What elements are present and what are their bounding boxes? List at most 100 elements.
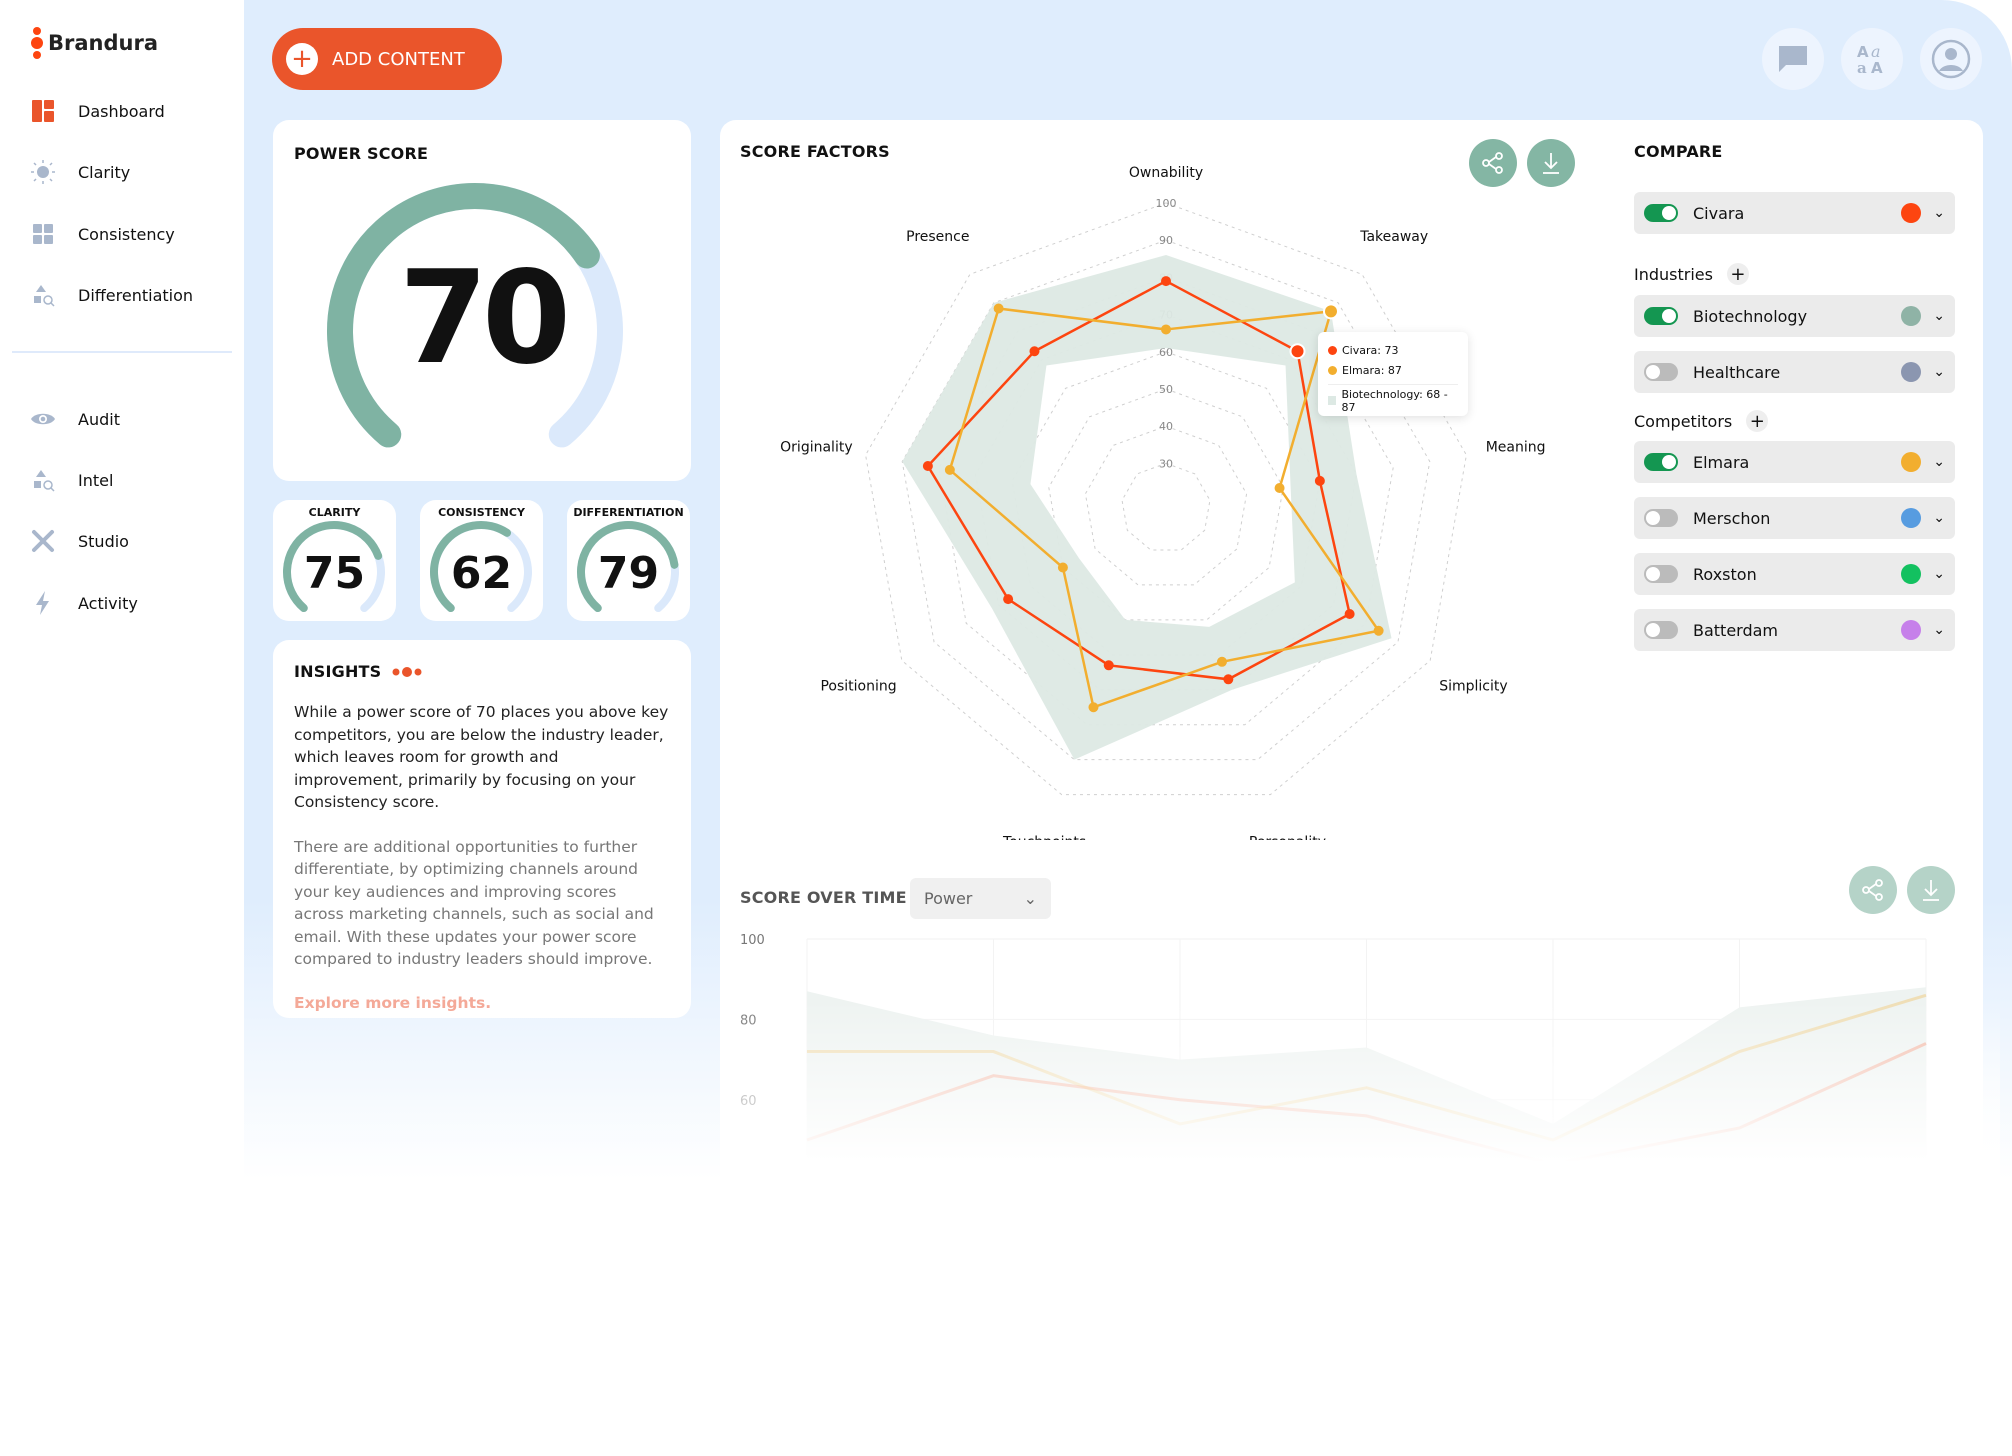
visibility-toggle[interactable] <box>1644 363 1678 381</box>
metric-select[interactable]: Power ⌄ <box>910 878 1051 919</box>
lightning-icon <box>36 591 49 615</box>
sub-score-gauge <box>577 521 679 613</box>
sidebar-item-studio[interactable]: Studio <box>30 521 129 561</box>
color-swatch[interactable] <box>1901 362 1922 382</box>
elmara-point[interactable] <box>1216 656 1227 667</box>
radar-axis-label: Presence <box>906 229 969 245</box>
civara-point[interactable] <box>1289 343 1306 360</box>
compare-title: COMPARE <box>1634 142 1723 161</box>
civara-series-line <box>926 279 1352 681</box>
tooltip-elmara: Elmara: 87 <box>1342 363 1402 377</box>
sidebar-item-label: Clarity <box>78 162 131 182</box>
elmara-point[interactable] <box>993 303 1004 314</box>
civara-point[interactable] <box>1314 475 1325 486</box>
visibility-toggle[interactable] <box>1644 453 1678 471</box>
civara-point[interactable] <box>1103 660 1114 671</box>
chevron-down-icon[interactable]: ⌄ <box>1933 308 1945 324</box>
radar-tick-label: 100 <box>1156 197 1177 210</box>
profile-button[interactable] <box>1920 28 1982 90</box>
visibility-toggle[interactable] <box>1644 509 1678 527</box>
chevron-down-icon[interactable]: ⌄ <box>1933 566 1945 582</box>
power-score-card: POWER SCORE 70 <box>273 120 691 481</box>
elmara-point[interactable] <box>1088 702 1099 713</box>
radar-grid-ring <box>1121 462 1211 551</box>
color-swatch[interactable] <box>1901 620 1922 640</box>
visibility-toggle[interactable] <box>1644 204 1678 222</box>
color-swatch[interactable] <box>1901 203 1922 223</box>
civara-point[interactable] <box>1161 276 1171 287</box>
add-content-button[interactable]: + ADD CONTENT <box>272 28 502 90</box>
elmara-point[interactable] <box>1373 625 1384 636</box>
chat-icon <box>1779 46 1807 72</box>
chevron-down-icon[interactable]: ⌄ <box>1933 510 1945 526</box>
chevron-down-icon[interactable]: ⌄ <box>1933 622 1945 638</box>
elmara-point[interactable] <box>944 464 955 475</box>
messages-button[interactable] <box>1762 28 1824 90</box>
share-button-2[interactable] <box>1849 866 1897 914</box>
line-y-tick: 100 <box>740 933 765 948</box>
compare-row-name: Batterdam <box>1693 620 1779 640</box>
sidebar-item-intel[interactable]: Intel <box>30 460 113 500</box>
sub-score-card-differentiation[interactable]: DIFFERENTIATION 79 <box>567 500 690 621</box>
industries-label: Industries <box>1634 264 1713 284</box>
civara-point[interactable] <box>1029 346 1040 357</box>
download-button-2[interactable] <box>1907 866 1955 914</box>
add-industry-button[interactable]: + <box>1726 263 1749 285</box>
svg-text:A: A <box>1871 59 1883 75</box>
sidebar-item-audit[interactable]: Audit <box>30 399 120 439</box>
color-swatch[interactable] <box>1901 508 1922 528</box>
download-icon <box>1543 153 1559 174</box>
share-button[interactable] <box>1469 139 1517 187</box>
visibility-toggle[interactable] <box>1644 621 1678 639</box>
elmara-point[interactable] <box>1274 482 1285 493</box>
sidebar-item-differentiation[interactable]: Differentiation <box>30 275 193 315</box>
brand-name: Brandura <box>48 31 158 55</box>
civara-point[interactable] <box>1223 674 1234 685</box>
logo[interactable]: Brandura <box>30 26 158 60</box>
chevron-down-icon[interactable]: ⌄ <box>1933 205 1945 221</box>
radar-axis-label: Positioning <box>820 679 896 695</box>
chevron-down-icon[interactable]: ⌄ <box>1933 364 1945 380</box>
sidebar-item-dashboard[interactable]: Dashboard <box>30 91 165 131</box>
civara-point[interactable] <box>922 461 933 472</box>
chevron-down-icon[interactable]: ⌄ <box>1933 454 1945 470</box>
bottom-fade <box>720 1000 2000 1190</box>
sidebar-item-activity[interactable]: Activity <box>30 583 138 623</box>
sub-score-card-clarity[interactable]: CLARITY 75 <box>273 500 396 621</box>
sidebar-item-clarity[interactable]: Clarity <box>30 152 130 192</box>
shapes-search-icon <box>34 470 55 492</box>
more-dots-icon[interactable] <box>391 666 425 678</box>
compare-row-healthcare: Healthcare ⌄ <box>1634 351 1955 393</box>
color-swatch[interactable] <box>1901 306 1922 326</box>
sub-score-value: 75 <box>303 548 366 599</box>
explore-insights-link[interactable]: Explore more insights. <box>294 993 492 1012</box>
sub-score-card-consistency[interactable]: CONSISTENCY 62 <box>420 500 543 621</box>
power-score-gauge <box>327 183 623 448</box>
sidebar-item-consistency[interactable]: Consistency <box>30 214 175 254</box>
insights-paragraph: While a power score of 70 places you abo… <box>294 703 669 811</box>
compare-row-name: Roxston <box>1693 564 1757 584</box>
power-score-title: POWER SCORE <box>294 144 429 163</box>
elmara-point[interactable] <box>1322 303 1339 320</box>
elmara-point[interactable] <box>1161 324 1171 335</box>
civara-point[interactable] <box>1344 609 1355 620</box>
chart-tooltip: Civara: 73 Elmara: 87 Biotechnology: 68 … <box>1318 332 1468 416</box>
visibility-toggle[interactable] <box>1644 307 1678 325</box>
sub-score-gauge <box>283 521 385 613</box>
radar-axis-label: Ownability <box>1129 165 1203 181</box>
civara-point[interactable] <box>1003 594 1014 605</box>
visibility-toggle[interactable] <box>1644 565 1678 583</box>
sub-score-label: DIFFERENTIATION <box>573 506 684 519</box>
grid-icon <box>33 224 53 244</box>
color-swatch[interactable] <box>1901 452 1922 472</box>
color-swatch[interactable] <box>1901 564 1922 584</box>
add-competitor-button[interactable]: + <box>1746 410 1769 432</box>
sidebar-item-label: Intel <box>78 470 114 490</box>
elmara-point[interactable] <box>1057 562 1068 573</box>
sub-score-label: CONSISTENCY <box>438 506 525 519</box>
radar-axis-label: Takeaway <box>1359 229 1428 245</box>
sub-score-value: 62 <box>450 548 513 599</box>
download-button[interactable] <box>1527 139 1575 187</box>
